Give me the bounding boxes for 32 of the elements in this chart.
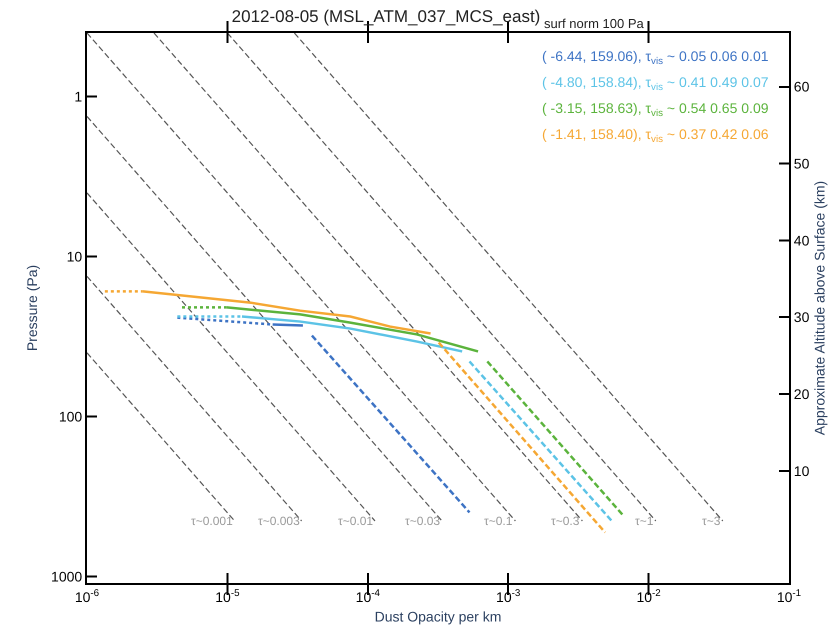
text: ( -4.80, 158.84), τ$_{vis}$ ~ 0.41 0.49 0.07 <box>542 74 769 93</box>
y2-tick-label: 30 <box>794 309 810 326</box>
text: ( -1.41, 158.40), τ$_{vis}$ ~ 0.37 0.42 0.06 <box>542 126 769 145</box>
y2-tick-label: 10 <box>794 462 810 479</box>
x-tick-label: 10$^{-2}$ <box>636 588 661 605</box>
y2-tick-label: 40 <box>794 232 810 248</box>
annotation: τ~1 <box>635 514 654 528</box>
chart-title: 2012-08-05 (MSL_ATM_037_MCS_east) <box>232 6 540 26</box>
text: ( -3.15, 158.63), τ$_{vis}$ ~ 0.54 0.65 0.09 <box>542 100 769 119</box>
y2-tick-label: 60 <box>794 78 810 95</box>
annotation: τ~0.1 <box>484 514 513 528</box>
chart-subtitle: surf norm 100 Pa <box>544 16 644 31</box>
annotation: τ~0.03 <box>405 514 440 528</box>
x-tick-label: 10$^{-6}$ <box>74 588 100 605</box>
annotation: τ~0.01 <box>338 514 374 528</box>
annotation: τ~0.003 <box>258 514 300 528</box>
y-tick-label: 1 <box>74 88 82 105</box>
y-axis-title: Pressure (Pa) <box>24 264 40 352</box>
x-tick-label: 10$^{-1}$ <box>776 588 802 605</box>
y-tick-label: 100 <box>58 408 82 424</box>
annotation: τ~3 <box>702 514 721 528</box>
x-tick-label: 10$^{-4}$ <box>356 588 380 605</box>
x-axis-title: Dust Opacity per km <box>374 608 502 625</box>
text: ( -6.44, 159.06), τ$_{vis}$ ~ 0.05 0.06 0.01 <box>542 48 769 67</box>
y2-tick-label: 50 <box>794 155 810 172</box>
y2-axis-title: Approximate Altitude above Surface (km) <box>811 180 828 436</box>
y-tick-label: 10 <box>66 248 82 264</box>
annotation: τ~0.3 <box>551 514 580 528</box>
y-tick-label: 1000 <box>51 568 82 584</box>
annotation: τ~0.001 <box>191 514 234 528</box>
y2-tick-label: 20 <box>794 386 810 402</box>
x-tick-label: 10$^{-3}$ <box>496 588 521 605</box>
